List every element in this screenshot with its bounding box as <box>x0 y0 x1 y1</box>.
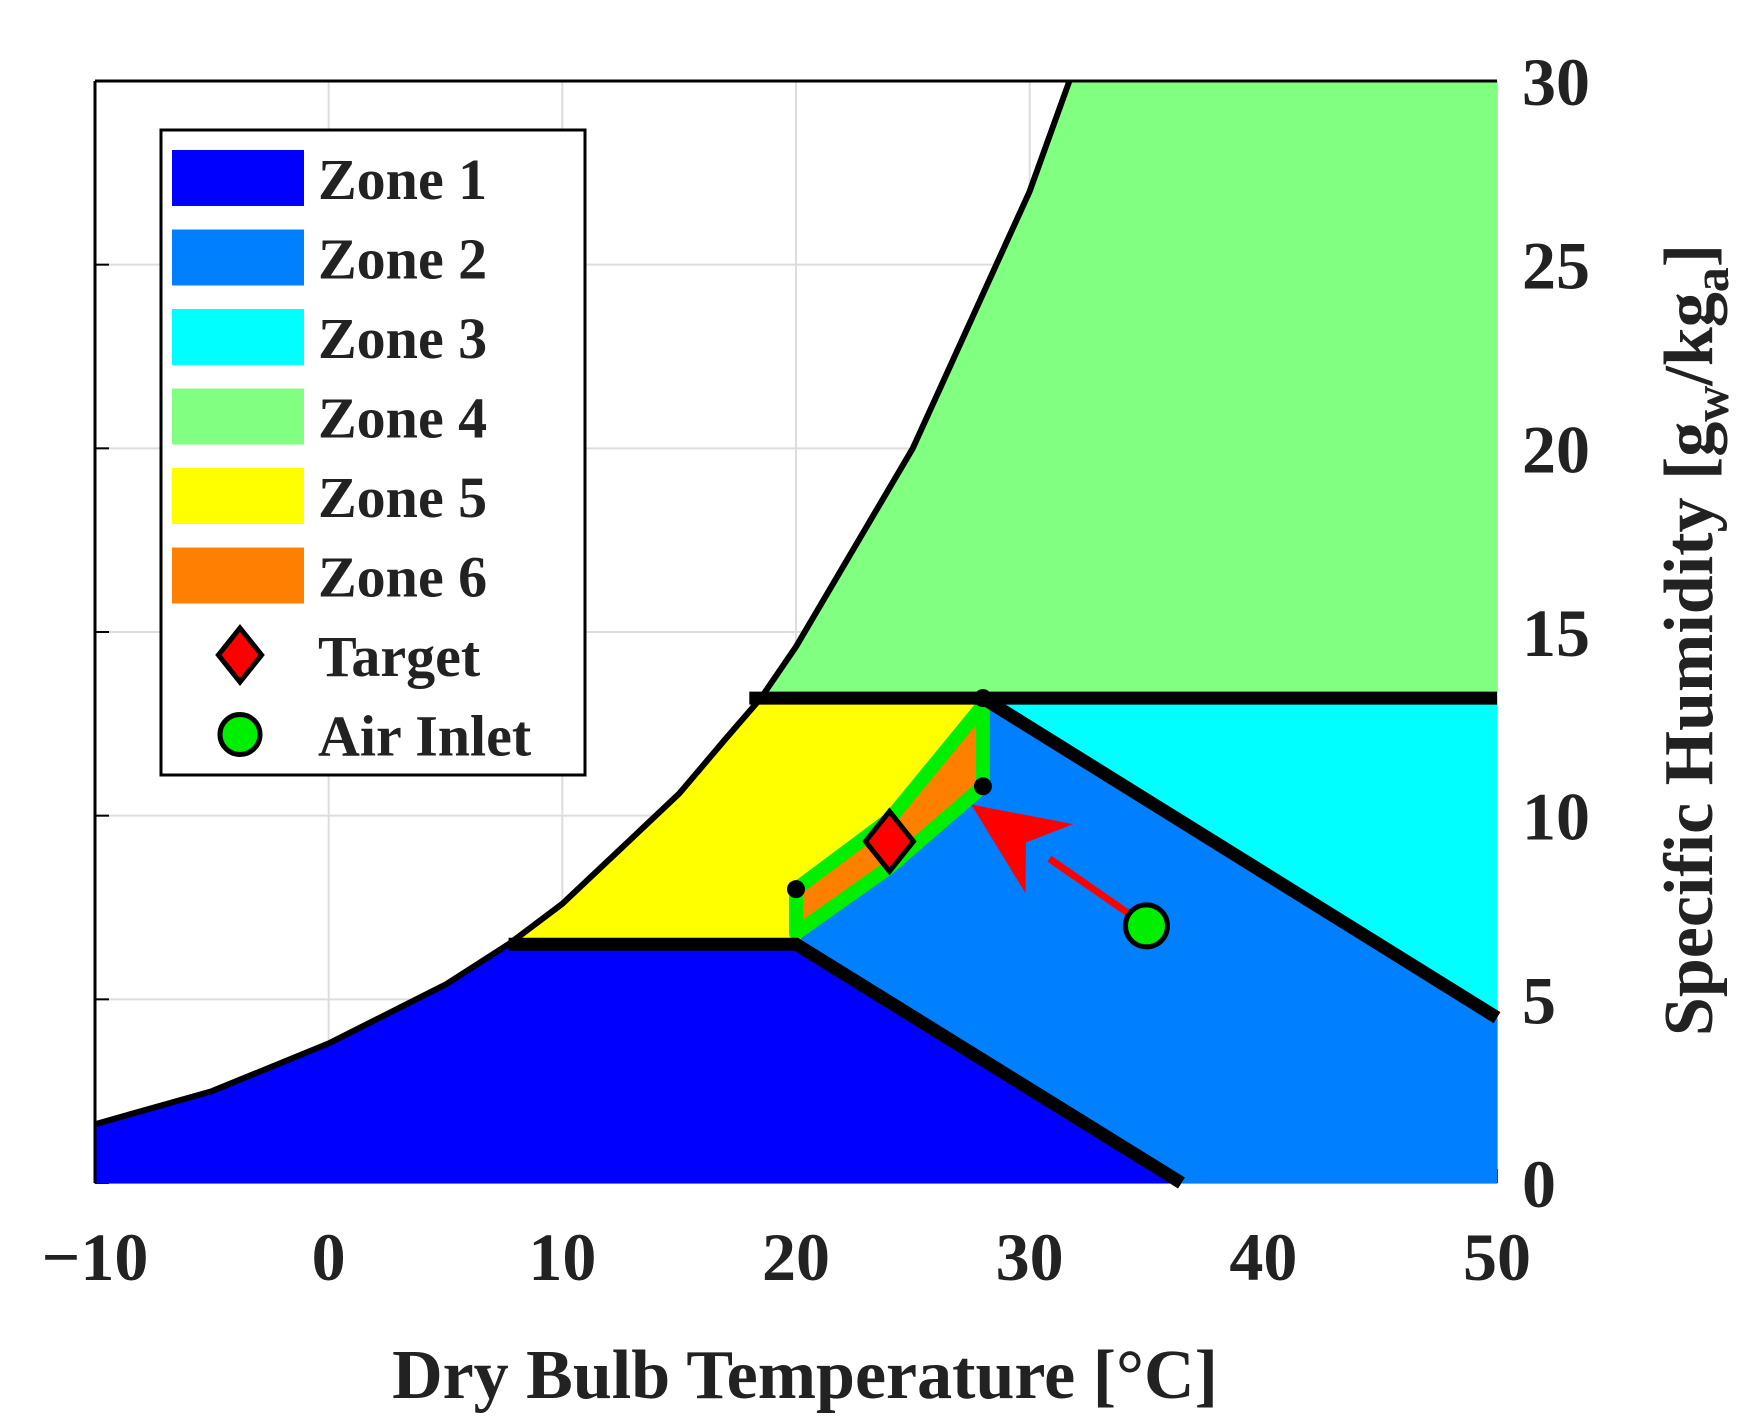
y-axis-label-end: ] <box>1651 244 1728 267</box>
y-tick-label: 20 <box>1522 411 1590 487</box>
arrow-head <box>971 804 1074 894</box>
corner-point <box>787 880 805 899</box>
legend: Zone 1 Zone 2 Zone 3 Zone 4 Zone 5 Zone 6 Targ… <box>159 128 587 777</box>
legend-swatch <box>172 309 304 365</box>
zone-boundary-3 <box>979 692 1501 1024</box>
x-tick-label: 40 <box>1229 1219 1297 1295</box>
x-tick-label: 50 <box>1463 1219 1531 1295</box>
x-tick-label: −10 <box>42 1219 149 1295</box>
y-axis-label-sub-w: w <box>1683 386 1739 422</box>
target-marker <box>862 807 917 876</box>
legend-swatch <box>172 150 304 206</box>
y-tick-labels: 0 5 10 15 20 25 30 <box>1522 44 1590 1222</box>
corner-point <box>973 689 992 708</box>
corner-point <box>973 777 992 796</box>
y-tick-label: 10 <box>1522 779 1590 855</box>
air-inlet-marker <box>1123 902 1170 950</box>
legend-label: Zone 3 <box>318 306 487 371</box>
legend-label: Zone 5 <box>318 465 487 530</box>
legend-item: Zone 2 <box>172 227 487 292</box>
y-axis-label-mid: /kg <box>1651 292 1728 386</box>
legend-label: Zone 4 <box>318 386 487 451</box>
legend-swatch <box>172 388 304 445</box>
y-tick-label: 30 <box>1522 44 1590 120</box>
legend-item: Target <box>215 623 481 689</box>
y-tick-label: 25 <box>1522 228 1590 304</box>
x-axis-label: Dry Bulb Temperature [°C] <box>392 1337 1218 1414</box>
legend-label: Air Inlet <box>318 704 532 769</box>
zone-boundary-1 <box>508 937 1185 1189</box>
y-tick-label: 5 <box>1522 962 1556 1038</box>
zone-boundaries <box>508 691 1501 1189</box>
x-tick-label: 0 <box>312 1219 346 1295</box>
y-tick-label: 0 <box>1522 1146 1556 1222</box>
y-axis-label: Specific Humidity [gw/kga] <box>1651 244 1739 1036</box>
legend-item: Zone 5 <box>172 465 487 530</box>
x-tick-label: 20 <box>762 1219 830 1295</box>
zone-4-area <box>759 80 1498 699</box>
data-markers <box>787 689 1170 950</box>
x-tick-label: 10 <box>528 1219 596 1295</box>
legend-item: Zone 4 <box>172 386 487 451</box>
legend-swatch <box>172 229 304 286</box>
x-tick-label: 30 <box>996 1219 1064 1295</box>
legend-label: Zone 6 <box>318 545 487 610</box>
legend-swatch <box>172 468 304 524</box>
saturation-curve-layer <box>94 79 1073 1128</box>
x-tick-labels: −10 0 10 20 30 40 50 <box>42 1219 1531 1295</box>
legend-item: Zone 6 <box>172 545 487 610</box>
legend-label: Zone 2 <box>318 227 487 292</box>
saturation-curve <box>94 79 1073 1128</box>
legend-label: Zone 1 <box>318 147 487 212</box>
legend-label: Target <box>318 624 481 689</box>
legend-swatch <box>172 547 304 604</box>
legend-item: Zone 1 <box>172 147 487 212</box>
y-axis-label-main: Specific Humidity [g <box>1651 422 1728 1036</box>
legend-circle-icon <box>217 712 263 757</box>
legend-diamond-icon <box>215 623 265 687</box>
y-axis-label-sub-a: a <box>1683 267 1739 292</box>
legend-item: Zone 3 <box>172 306 487 371</box>
legend-item: Air Inlet <box>217 704 532 769</box>
y-tick-label: 15 <box>1522 595 1590 671</box>
